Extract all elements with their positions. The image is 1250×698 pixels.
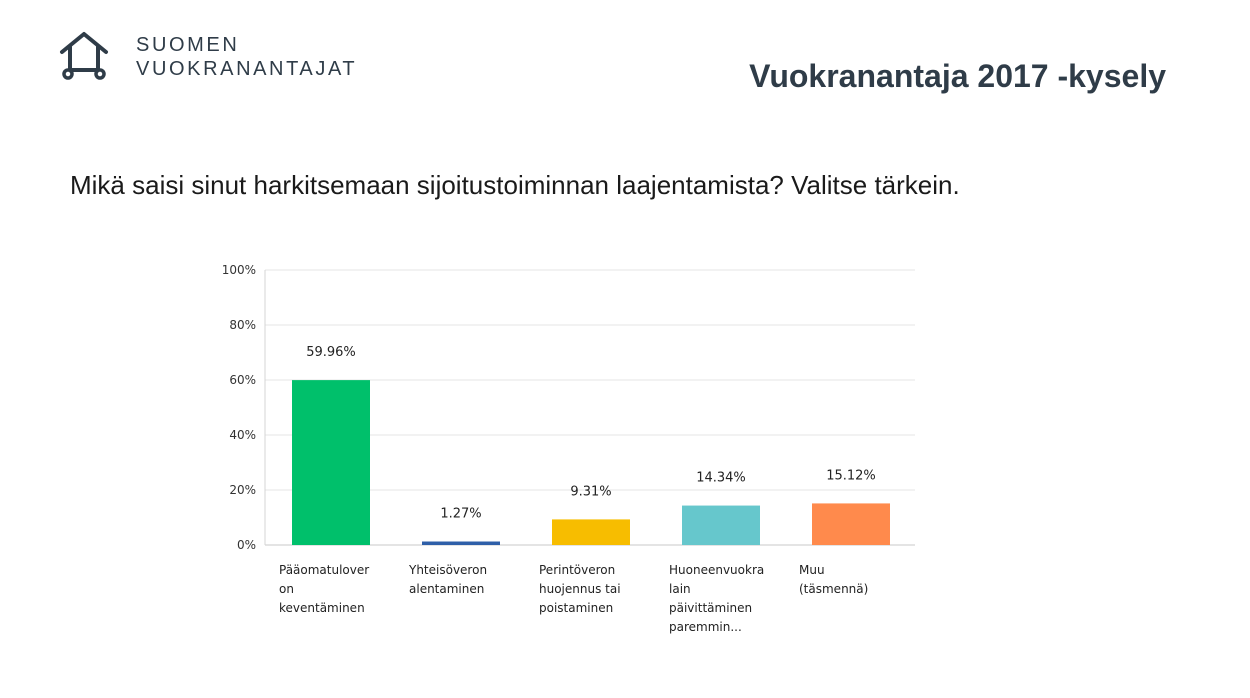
category-label-line: lain bbox=[669, 582, 691, 596]
bar bbox=[682, 505, 760, 545]
category-label-line: päivittäminen bbox=[669, 601, 752, 615]
category-label: Yhteisöveron alentaminen bbox=[408, 563, 487, 596]
y-tick-label: 20% bbox=[229, 483, 256, 497]
category-label: Pääomatulover on keventäminen bbox=[279, 563, 369, 615]
bar bbox=[812, 503, 890, 545]
category-label: Perintöveron huojennus tai poistaminen bbox=[539, 563, 621, 615]
category-label-line: Yhteisöveron bbox=[408, 563, 487, 577]
category-label-line: Pääomatulover bbox=[279, 563, 369, 577]
bar-value-label: 14.34% bbox=[696, 471, 746, 486]
bar-value-label: 59.96% bbox=[306, 345, 356, 360]
brand-name: SUOMEN VUOKRANANTAJAT bbox=[136, 33, 357, 81]
house-icon bbox=[60, 32, 108, 80]
category-label-line: on bbox=[279, 582, 294, 596]
category-label: Huoneenvuokra lain päivittäminen paremmin..… bbox=[669, 563, 764, 634]
bar-value-label: 15.12% bbox=[826, 468, 876, 483]
brand-name-line1: SUOMEN bbox=[136, 34, 240, 56]
category-label-line: keventäminen bbox=[279, 601, 365, 615]
category-label-line: (täsmennä) bbox=[799, 582, 868, 596]
category-label: Muu (täsmennä) bbox=[799, 563, 868, 596]
page-title: Vuokranantaja 2017 -kysely bbox=[749, 58, 1166, 94]
bar bbox=[422, 541, 500, 545]
category-label-line: Muu bbox=[799, 563, 825, 577]
bar bbox=[292, 380, 370, 545]
category-label-line: huojennus tai bbox=[539, 582, 621, 596]
bar-value-label: 1.27% bbox=[440, 507, 481, 522]
category-label-line: Perintöveron bbox=[539, 563, 615, 577]
brand-name-line2: VUOKRANANTAJAT bbox=[136, 58, 358, 80]
category-label-line: alentaminen bbox=[409, 582, 484, 596]
category-label-line: paremmin... bbox=[669, 620, 742, 634]
category-label-line: Huoneenvuokra bbox=[669, 563, 764, 577]
question-text: Mikä saisi sinut harkitsemaan sijoitusto… bbox=[70, 170, 960, 200]
category-label-line: poistaminen bbox=[539, 601, 613, 615]
y-tick-label: 40% bbox=[229, 428, 256, 442]
y-tick-label: 80% bbox=[229, 318, 256, 332]
y-tick-label: 0% bbox=[237, 538, 256, 552]
bar-value-label: 9.31% bbox=[570, 484, 611, 499]
bar bbox=[552, 519, 630, 545]
y-tick-label: 100% bbox=[222, 263, 256, 277]
y-tick-label: 60% bbox=[229, 373, 256, 387]
